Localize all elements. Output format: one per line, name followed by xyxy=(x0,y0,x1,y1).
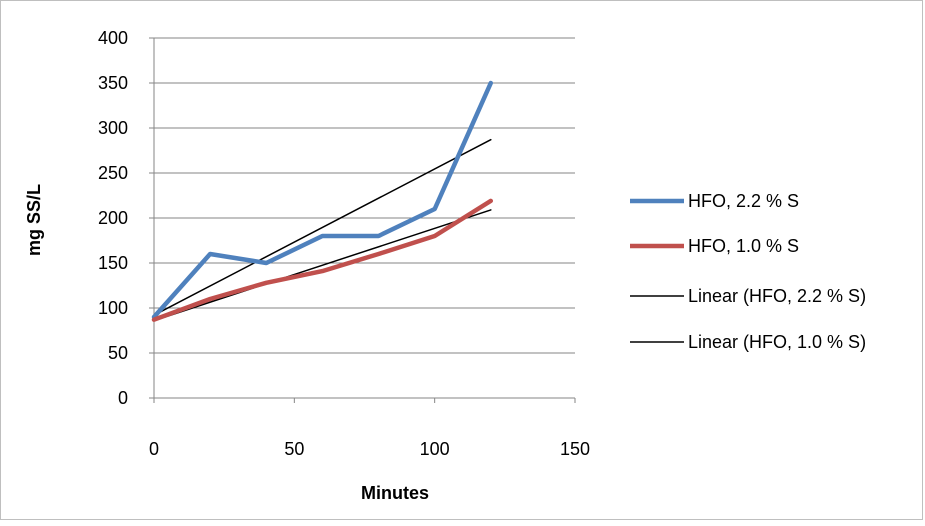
series-line-hfo-2-2-s xyxy=(151,80,494,320)
legend-label-linear-hfo-1-0-s: Linear (HFO, 1.0 % S) xyxy=(688,332,866,352)
gridlines xyxy=(154,37,575,354)
legend: HFO, 2.2 % S HFO, 1.0 % S Linear (HFO, 2.2… xyxy=(630,191,866,352)
data-series xyxy=(151,80,494,322)
x-tick-label: 50 xyxy=(284,439,304,459)
x-tick-label: 0 xyxy=(149,439,159,459)
y-tick-label: 350 xyxy=(98,73,128,93)
y-tick-label: 100 xyxy=(98,298,128,318)
y-axis-title: mg SS/L xyxy=(24,184,44,256)
y-tick-label: 250 xyxy=(98,163,128,183)
y-tick-label: 300 xyxy=(98,118,128,138)
y-tick-label: 150 xyxy=(98,253,128,273)
legend-label-hfo-2-2-s: HFO, 2.2 % S xyxy=(688,191,799,211)
y-tick-label: 50 xyxy=(108,343,128,363)
series-line-hfo-1-0-s xyxy=(151,198,494,322)
y-tick-label: 0 xyxy=(118,388,128,408)
tick-labels: 0 50 100 150 200 250 300 350 400 0 50 100 150 xyxy=(98,28,590,459)
x-axis-title: Minutes xyxy=(361,483,429,503)
axes xyxy=(149,37,576,403)
trendline-linear-hfo-1-0-s xyxy=(153,209,492,322)
trendlines xyxy=(153,138,492,322)
y-tick-label: 200 xyxy=(98,208,128,228)
x-tick-label: 100 xyxy=(420,439,450,459)
legend-label-linear-hfo-2-2-s: Linear (HFO, 2.2 % S) xyxy=(688,286,866,306)
trendline-linear-hfo-2-2-s xyxy=(153,138,492,316)
x-tick-label: 150 xyxy=(560,439,590,459)
y-tick-label: 400 xyxy=(98,28,128,48)
legend-label-hfo-1-0-s: HFO, 1.0 % S xyxy=(688,236,799,256)
